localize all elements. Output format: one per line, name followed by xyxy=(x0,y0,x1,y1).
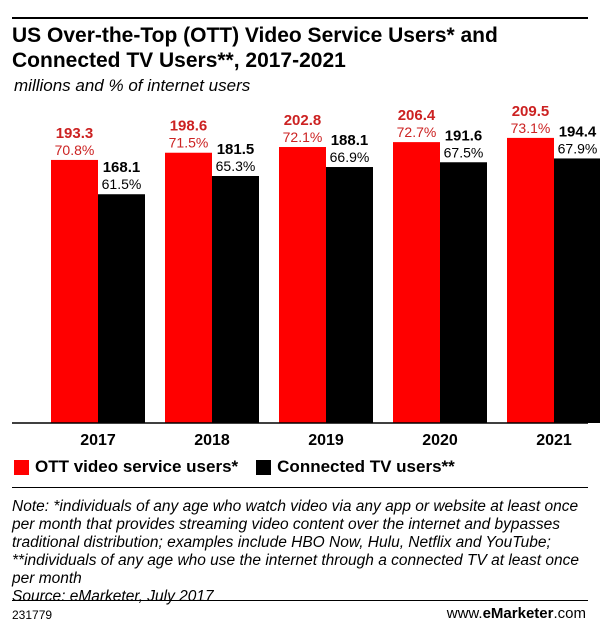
footnote: Note: *individuals of any age who watch … xyxy=(12,498,588,606)
x-tick-label-2019: 2019 xyxy=(308,432,344,449)
note-text: Note: *individuals of any age who watch … xyxy=(12,498,579,587)
percent-label-ctv-2021: 67.9% xyxy=(558,140,598,156)
bar-ott-2017 xyxy=(51,159,98,423)
brand-name: eMarketer xyxy=(482,605,554,622)
value-label-ott-2021: 209.5 xyxy=(512,103,550,120)
source-text: Source: eMarketer, July 2017 xyxy=(12,588,214,605)
legend-label-ott: OTT video service users* xyxy=(35,457,239,476)
legend-swatch-ott xyxy=(14,459,29,475)
value-label-ctv-2020: 191.6 xyxy=(445,127,483,144)
percent-label-ott-2021: 73.1% xyxy=(511,120,551,136)
divider xyxy=(12,487,588,488)
bar-ott-2021 xyxy=(507,137,554,423)
bar-ott-2019 xyxy=(279,147,326,423)
brand-prefix: www. xyxy=(446,605,483,622)
legend-label-ctv: Connected TV users** xyxy=(277,457,455,476)
percent-label-ctv-2019: 66.9% xyxy=(330,149,370,165)
value-label-ott-2017: 193.3 xyxy=(56,125,94,142)
value-label-ott-2018: 198.6 xyxy=(170,118,208,135)
bar-ctv-2018 xyxy=(212,176,259,423)
bar-ott-2018 xyxy=(165,152,212,423)
percent-label-ctv-2017: 61.5% xyxy=(102,176,142,192)
percent-label-ott-2018: 71.5% xyxy=(169,135,209,151)
legend-swatch-ctv xyxy=(256,459,272,475)
x-tick-label-2021: 2021 xyxy=(536,432,572,449)
percent-label-ott-2017: 70.8% xyxy=(55,142,95,158)
value-label-ott-2019: 202.8 xyxy=(284,112,322,129)
percent-label-ott-2019: 72.1% xyxy=(283,129,323,145)
legend-item-ott: OTT video service users* xyxy=(14,457,238,477)
bar-ctv-2017 xyxy=(98,194,145,423)
value-label-ott-2020: 206.4 xyxy=(398,107,436,124)
value-label-ctv-2019: 188.1 xyxy=(331,132,369,149)
chart-id: 231779 xyxy=(12,608,53,622)
brand-suffix: .com xyxy=(553,605,586,622)
x-tick-label-2018: 2018 xyxy=(194,432,230,449)
legend: OTT video service users* Connected TV us… xyxy=(14,457,473,477)
value-label-ctv-2021: 194.4 xyxy=(559,123,597,140)
x-tick-label-2017: 2017 xyxy=(80,432,116,449)
chart-subtitle: millions and % of internet users xyxy=(14,76,251,95)
bar-ctv-2019 xyxy=(326,167,373,423)
percent-label-ctv-2018: 65.3% xyxy=(216,158,256,174)
value-label-ctv-2018: 181.5 xyxy=(217,141,255,158)
brand-url[interactable]: www.eMarketer.com xyxy=(447,605,586,622)
percent-label-ott-2020: 72.7% xyxy=(397,124,437,140)
x-tick-label-2020: 2020 xyxy=(422,432,458,449)
bar-ctv-2021 xyxy=(554,158,600,423)
percent-label-ctv-2020: 67.5% xyxy=(444,144,484,160)
bar-ctv-2020 xyxy=(440,162,487,423)
top-rule xyxy=(12,17,588,19)
legend-item-ctv: Connected TV users** xyxy=(256,457,455,477)
bar-ott-2020 xyxy=(393,142,440,423)
chart-title: US Over-the-Top (OTT) Video Service User… xyxy=(12,24,498,72)
value-label-ctv-2017: 168.1 xyxy=(103,159,141,176)
bottom-rule xyxy=(12,600,588,601)
